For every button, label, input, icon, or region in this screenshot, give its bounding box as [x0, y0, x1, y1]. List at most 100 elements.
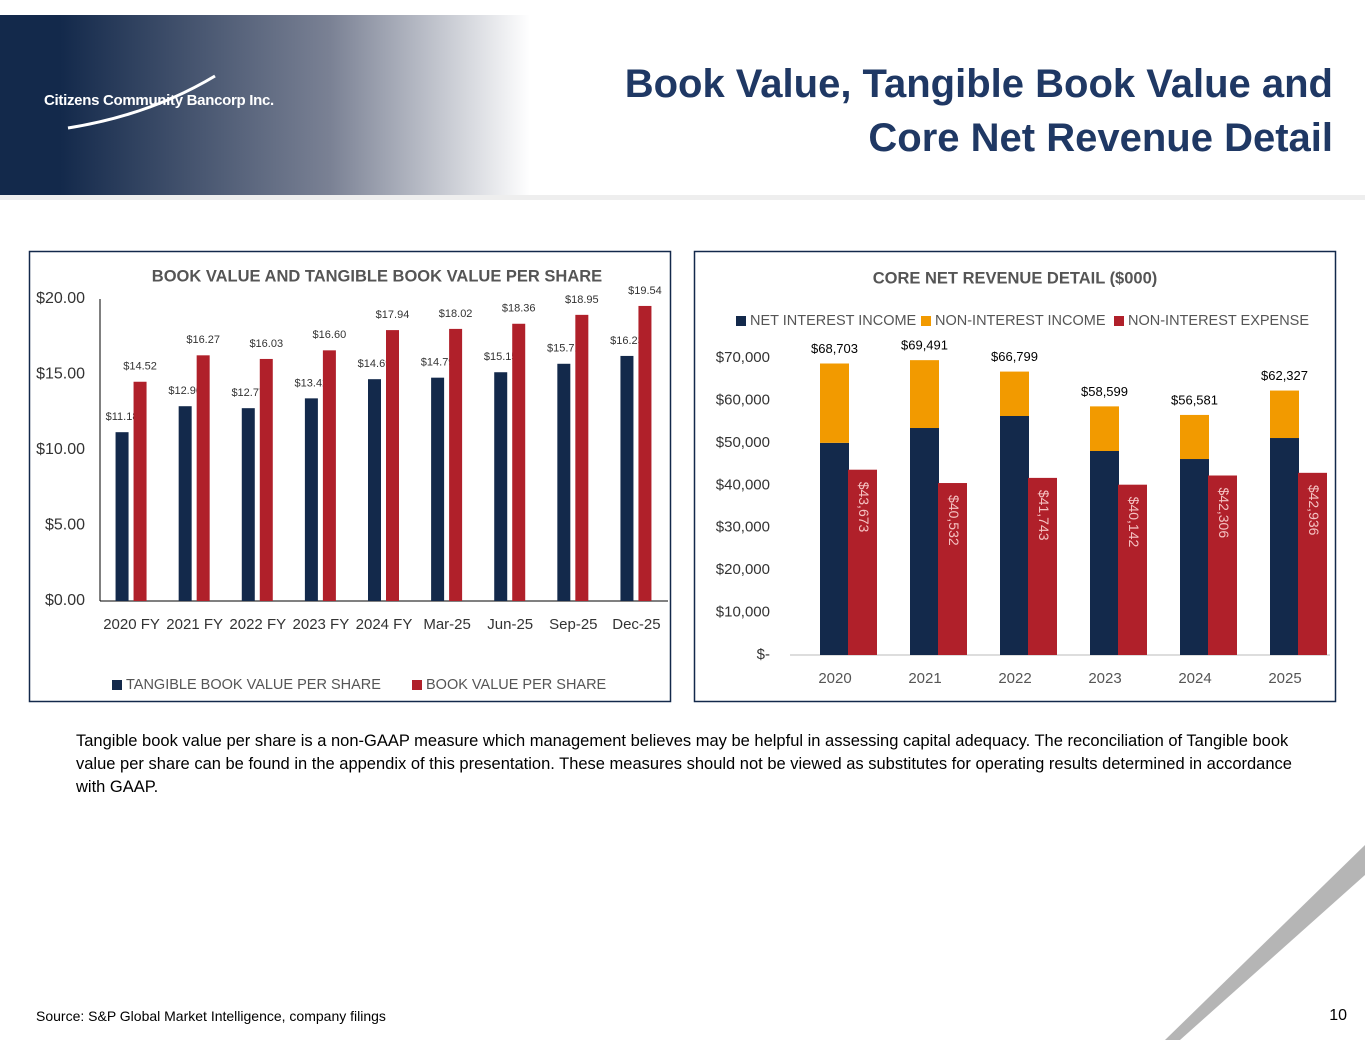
- data-label: $11.18: [106, 411, 139, 423]
- data-label: $14.52: [123, 361, 157, 373]
- y-tick-label: $30,000: [716, 519, 770, 536]
- total-label: $58,599: [1081, 384, 1128, 399]
- data-label: $18.36: [502, 303, 536, 315]
- source-note: Source: S&P Global Market Intelligence, …: [36, 1008, 386, 1024]
- x-tick-label: 2024: [1178, 670, 1211, 687]
- data-label: $42,306: [1216, 488, 1232, 539]
- x-tick-label: 2021: [908, 670, 941, 687]
- data-label: $16.60: [313, 329, 347, 341]
- x-tick-label: 2022: [998, 670, 1031, 687]
- data-label: $19.54: [628, 285, 662, 297]
- legend-swatch: [412, 680, 422, 690]
- x-tick-label: Dec-25: [612, 616, 660, 633]
- bar: [620, 355, 634, 601]
- bar-segment: [910, 428, 939, 655]
- bar: [575, 314, 589, 601]
- bar-segment: [910, 360, 939, 429]
- x-tick-label: 2023 FY: [293, 616, 350, 633]
- chart-frame: [693, 250, 1337, 703]
- bar-segment: [1270, 390, 1299, 439]
- data-label: $40,532: [946, 495, 962, 546]
- bar-segment: [1000, 415, 1029, 655]
- body-text: Tangible book value per share is a non-G…: [76, 732, 1292, 796]
- bar-segment: [1000, 371, 1029, 416]
- y-tick-label: $20,000: [716, 561, 770, 578]
- total-label: $66,799: [991, 349, 1038, 364]
- bar-segment: [1180, 459, 1209, 655]
- total-label: $56,581: [1171, 392, 1218, 407]
- data-label: $15.15: [484, 351, 518, 363]
- legend-label: NET INTEREST INCOME: [750, 313, 917, 329]
- chart-title: BOOK VALUE AND TANGIBLE BOOK VALUE PER S…: [152, 267, 602, 285]
- bar-segment: [1270, 438, 1299, 655]
- bar-segment: [1298, 472, 1327, 655]
- bar: [178, 406, 192, 601]
- slide-title: Book Value, Tangible Book Value and: [624, 62, 1333, 106]
- bar: [386, 330, 399, 601]
- y-tick-label: $50,000: [716, 434, 770, 451]
- bar: [133, 381, 147, 601]
- x-tick-label: 2022 FY: [229, 616, 286, 633]
- legend-swatch: [921, 316, 931, 326]
- data-label: $17.94: [376, 309, 410, 321]
- bar: [322, 350, 336, 601]
- y-tick-label: $10,000: [716, 604, 770, 621]
- x-tick-label: 2025: [1268, 670, 1301, 687]
- total-label: $62,327: [1261, 368, 1308, 383]
- bar-segment: [848, 469, 877, 655]
- bar: [368, 379, 381, 601]
- data-label: $13.42: [295, 377, 329, 389]
- slide-title: Core Net Revenue Detail: [868, 116, 1333, 160]
- total-label: $68,703: [811, 341, 858, 356]
- corner-triangle: [1165, 845, 1365, 1040]
- bar-segment: [1208, 475, 1237, 655]
- y-tick-label: $60,000: [716, 391, 770, 408]
- data-label: $18.02: [439, 308, 473, 320]
- legend-label: NON-INTEREST EXPENSE: [1128, 313, 1309, 329]
- bar-segment: [1180, 414, 1209, 460]
- bar: [494, 372, 508, 601]
- y-tick-label: $0.00: [45, 592, 85, 609]
- bar: [431, 377, 445, 601]
- y-tick-label: $10.00: [36, 441, 85, 458]
- y-tick-label: $-: [757, 646, 770, 663]
- bar: [241, 408, 255, 601]
- bar: [259, 358, 273, 601]
- x-tick-label: 2023: [1088, 670, 1121, 687]
- data-label: $14.69: [358, 358, 392, 370]
- y-tick-label: $15.00: [36, 366, 85, 383]
- bar: [449, 328, 463, 601]
- x-tick-label: Jun-25: [487, 616, 533, 633]
- x-tick-label: Sep-25: [549, 616, 597, 633]
- x-tick-label: Mar-25: [423, 616, 471, 633]
- data-label: $15.71: [547, 343, 581, 355]
- y-tick-label: $70,000: [716, 349, 770, 366]
- data-label: $12.77: [231, 387, 265, 399]
- bar-segment: [1118, 484, 1147, 655]
- legend-label: NON-INTEREST INCOME: [935, 313, 1106, 329]
- header-band: [0, 15, 1365, 195]
- data-label: $40,142: [1126, 497, 1142, 548]
- total-label: $69,491: [901, 338, 948, 353]
- data-label: $41,743: [1036, 490, 1052, 541]
- header-shadow: [0, 195, 1365, 200]
- bar: [196, 355, 210, 601]
- bar: [638, 305, 652, 601]
- data-label: $16.03: [249, 338, 283, 350]
- bar-segment: [938, 483, 967, 655]
- x-tick-label: 2021 FY: [166, 616, 223, 633]
- bar: [557, 363, 571, 601]
- data-label: $43,673: [856, 482, 872, 533]
- legend-swatch: [736, 316, 746, 326]
- company-name: Citizens Community Bancorp Inc.: [44, 92, 274, 109]
- legend-label: BOOK VALUE PER SHARE: [426, 677, 607, 693]
- bar-segment: [1090, 451, 1119, 655]
- bar: [512, 323, 526, 601]
- bar-segment: [820, 442, 849, 655]
- legend-swatch: [112, 680, 122, 690]
- bar-segment: [1090, 406, 1119, 452]
- x-tick-label: 2020 FY: [103, 616, 160, 633]
